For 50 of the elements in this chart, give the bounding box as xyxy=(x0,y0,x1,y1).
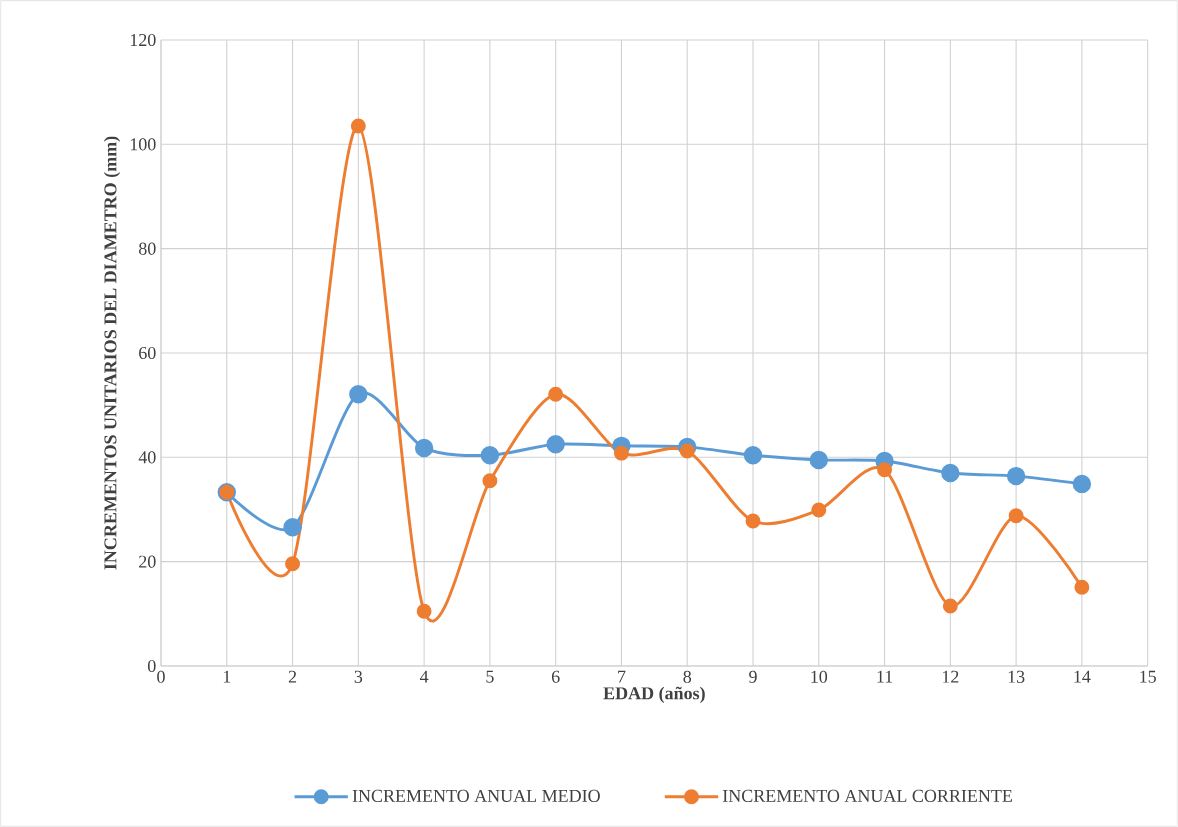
y-tick-label: 20 xyxy=(139,555,156,568)
x-tick-label: 9 xyxy=(749,670,757,683)
y-tick-label: 0 xyxy=(147,659,156,673)
point xyxy=(745,513,761,529)
x-tick-label: 11 xyxy=(877,670,893,683)
y-tick-label: 120 xyxy=(130,33,156,47)
point xyxy=(942,598,958,614)
point xyxy=(613,445,629,461)
x-axis-title: EDAD (años) xyxy=(603,686,705,704)
point xyxy=(1008,508,1024,524)
y-tick-label: 100 xyxy=(130,138,156,151)
legend-label: INCREMENTO ANUAL MEDIO xyxy=(352,789,600,802)
y-tick-label: 60 xyxy=(139,346,156,360)
x-tick-label: 4 xyxy=(419,670,429,683)
x-tick-label: 15 xyxy=(1140,670,1156,683)
point xyxy=(941,463,960,483)
x-tick-label: 3 xyxy=(354,670,363,683)
point xyxy=(283,518,302,537)
x-tick-label: 5 xyxy=(486,670,494,683)
x-tick-label: 13 xyxy=(1008,670,1025,683)
x-tick-label: 6 xyxy=(551,670,560,683)
x-tick-label: 14 xyxy=(1074,670,1091,683)
point xyxy=(414,438,434,458)
point xyxy=(877,462,893,478)
y-tick-label: 40 xyxy=(138,451,156,464)
y-axis-title: INCREMENTOS UNITARIOS DEL DIAMETRO (mm) xyxy=(103,136,121,570)
point xyxy=(1006,466,1026,486)
point xyxy=(809,450,828,470)
legend-label: INCREMENTO ANUAL CORRIENTE xyxy=(722,789,1012,802)
x-tick-label: 10 xyxy=(811,670,828,683)
x-tick-label: 8 xyxy=(683,670,692,683)
x-tick-label: 1 xyxy=(223,670,231,683)
point xyxy=(1072,474,1092,494)
y-tick-label: 80 xyxy=(138,242,156,255)
point xyxy=(285,556,301,572)
point xyxy=(480,446,500,465)
point xyxy=(350,118,366,134)
point xyxy=(349,384,368,404)
point xyxy=(1074,579,1090,595)
point xyxy=(548,386,564,402)
x-tick-label: 7 xyxy=(618,670,626,683)
x-tick-label: 0 xyxy=(157,670,165,683)
point xyxy=(546,435,565,454)
x-tick-label: 12 xyxy=(942,670,959,683)
point xyxy=(416,603,432,619)
x-tick-label: 2 xyxy=(288,670,297,683)
point xyxy=(811,502,827,518)
point xyxy=(482,473,498,489)
point xyxy=(743,446,763,465)
point xyxy=(679,443,695,459)
